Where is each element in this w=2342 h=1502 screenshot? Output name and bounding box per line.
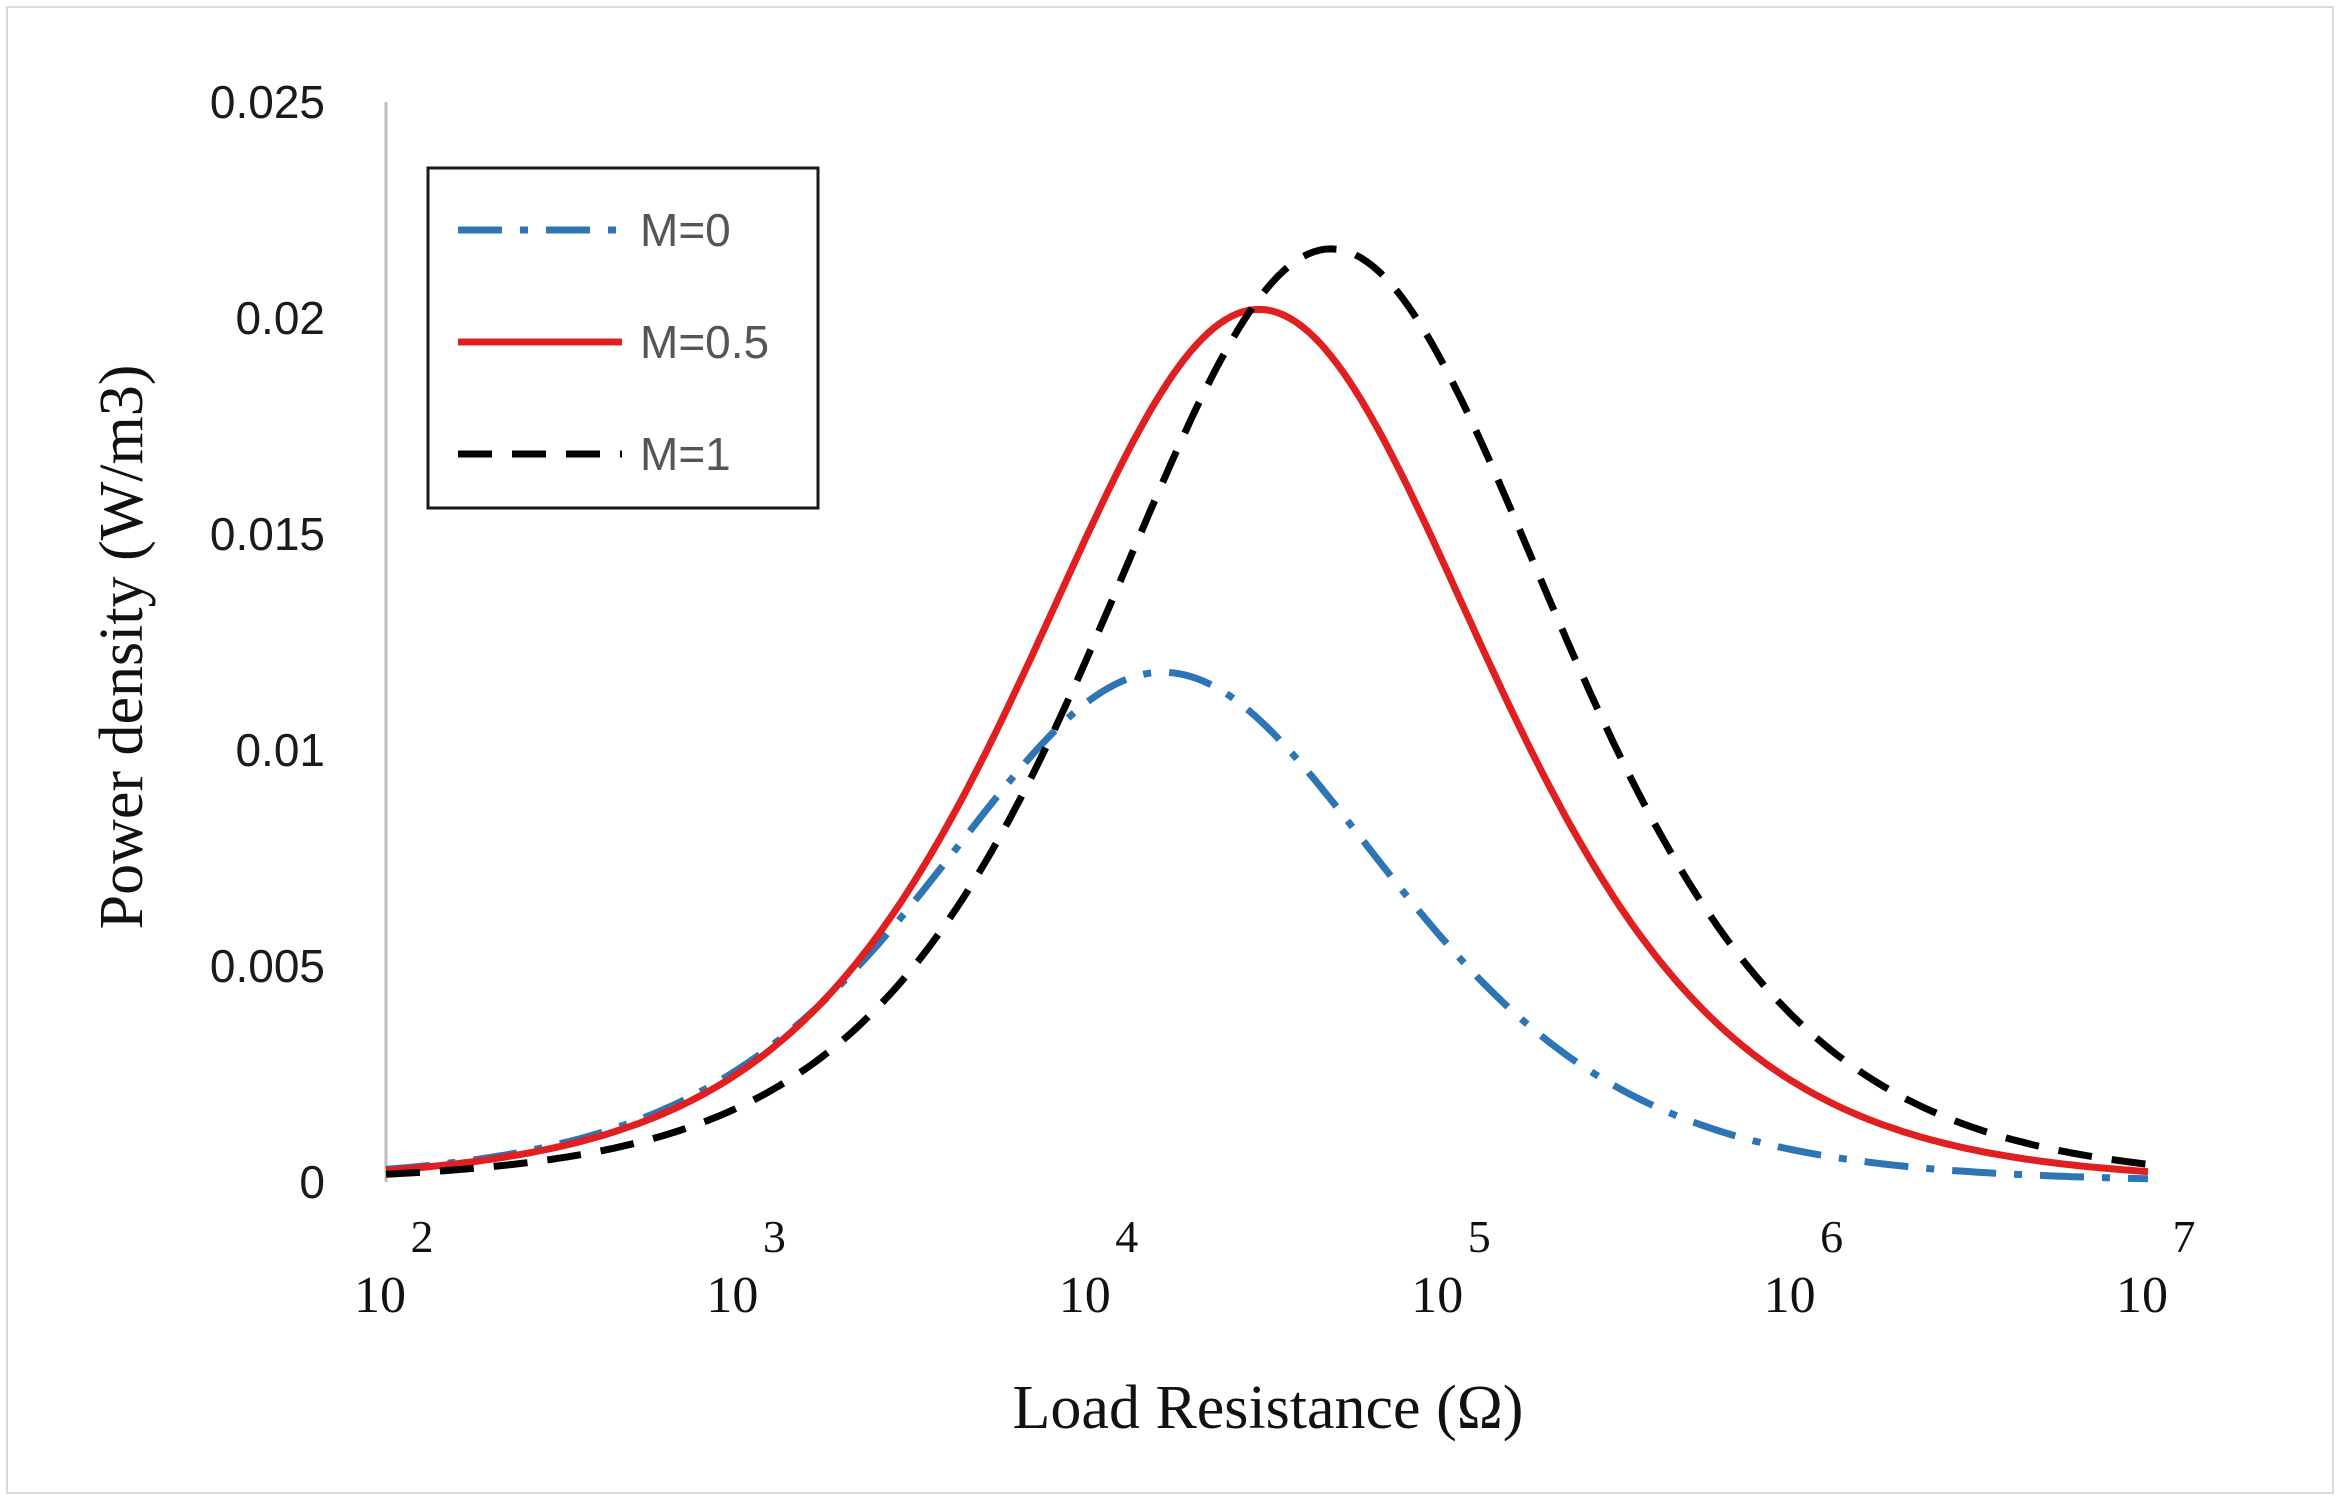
series-line-1	[385, 305, 2149, 1176]
x-tick-exponent: 3	[763, 1211, 786, 1262]
y-axis-ticks: 0 0.005 0.01 0.015 0.02 0.025	[210, 76, 325, 1208]
x-tick-exponent: 6	[1820, 1211, 1843, 1262]
legend: M=0 M=0.5 M=1	[426, 166, 820, 510]
x-tick-exponent: 5	[1468, 1211, 1491, 1262]
x-tick-base: 10	[2116, 1267, 2168, 1324]
y-tick-label: 0.005	[210, 940, 325, 992]
x-tick-base: 10	[1059, 1267, 1111, 1324]
series-line-0	[385, 668, 2149, 1183]
legend-box	[426, 166, 820, 510]
x-tick-base: 10	[1764, 1267, 1816, 1324]
legend-label: M=1	[640, 428, 731, 480]
x-tick-exponent: 2	[411, 1211, 434, 1262]
series-group	[385, 245, 2149, 1183]
y-axis-title: Power density (W/m3)	[88, 365, 156, 930]
legend-label: M=0.5	[640, 316, 769, 368]
y-tick-label: 0	[299, 1156, 325, 1208]
series-line-2	[385, 245, 2149, 1178]
x-tick-base: 10	[354, 1267, 406, 1324]
x-axis-title: Load Resistance (Ω)	[1013, 1374, 1524, 1442]
y-tick-label: 0.015	[210, 508, 325, 560]
x-tick-base: 10	[1411, 1267, 1463, 1324]
legend-label: M=0	[640, 204, 731, 256]
legend-entries: M=0 M=0.5 M=1	[458, 204, 769, 480]
x-tick-exponent: 4	[1115, 1211, 1138, 1262]
y-tick-label: 0.02	[235, 292, 325, 344]
chart-frame	[6, 6, 2334, 1494]
x-tick-base: 10	[706, 1267, 758, 1324]
y-tick-label: 0.01	[235, 724, 325, 776]
x-tick-exponent: 7	[2173, 1211, 2196, 1262]
y-tick-label: 0.025	[210, 76, 325, 128]
